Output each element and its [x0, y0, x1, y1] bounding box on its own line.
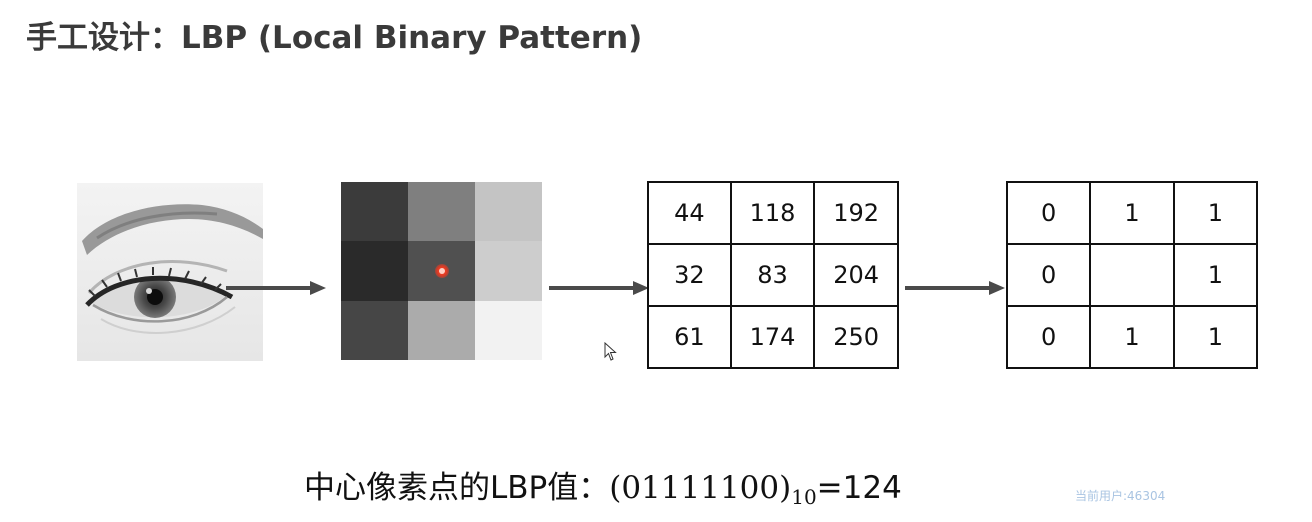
user-watermark: 当前用户:46304 — [1075, 489, 1166, 503]
table-row: 61 174 250 — [647, 305, 899, 369]
pixel-cell — [475, 300, 542, 360]
table-row: 0 1 — [1005, 243, 1259, 307]
table-cell: 1 — [1172, 181, 1259, 245]
pixel-cell — [341, 241, 408, 301]
slide-title: 手工设计：LBP (Local Binary Pattern) — [26, 20, 643, 56]
lbp-formula: 中心像素点的LBP值：(01111100)10=124 — [304, 462, 902, 509]
pixel-cell — [341, 182, 408, 242]
table-cell: 83 — [729, 243, 816, 307]
pixel-cell — [408, 182, 475, 242]
pixel-value-table: 44 118 192 32 83 204 61 174 250 — [647, 181, 899, 369]
table-cell: 1 — [1172, 243, 1259, 307]
table-cell: 118 — [729, 181, 816, 245]
table-cell: 44 — [647, 181, 732, 245]
table-cell: 1 — [1089, 305, 1175, 369]
table-cell — [1089, 243, 1175, 307]
table-cell: 1 — [1089, 181, 1175, 245]
table-cell: 250 — [813, 305, 899, 369]
table-row: 0 1 1 — [1005, 305, 1259, 369]
formula-binary: (01111100) — [609, 470, 792, 506]
formula-label: 中心像素点的LBP值： — [304, 470, 610, 506]
table-cell: 61 — [647, 305, 732, 369]
table-cell: 1 — [1172, 305, 1259, 369]
arrow-icon — [905, 281, 1005, 295]
table-cell: 174 — [729, 305, 816, 369]
pixel-cell — [408, 241, 475, 301]
table-row: 0 1 1 — [1005, 181, 1259, 245]
table-cell: 192 — [813, 181, 899, 245]
table-cell: 204 — [813, 243, 899, 307]
formula-base: 10 — [791, 485, 817, 509]
table-row: 44 118 192 — [647, 181, 899, 245]
eye-illustration — [77, 183, 263, 361]
table-cell: 32 — [647, 243, 732, 307]
formula-result: =124 — [816, 470, 902, 506]
pixel-grid — [341, 182, 542, 360]
table-cell: 0 — [1005, 243, 1092, 307]
center-pixel-marker-icon — [434, 263, 449, 278]
pixel-cell — [475, 182, 542, 242]
table-cell: 0 — [1005, 305, 1092, 369]
arrow-icon — [226, 281, 326, 295]
eye-photo — [77, 183, 263, 361]
pixel-cell — [408, 300, 475, 360]
mouse-cursor-icon — [604, 342, 617, 361]
arrow-icon — [549, 281, 649, 295]
pixel-cell — [475, 241, 542, 301]
binary-pattern-table: 0 1 1 0 1 0 1 1 — [1005, 181, 1259, 369]
table-cell: 0 — [1005, 181, 1092, 245]
table-row: 32 83 204 — [647, 243, 899, 307]
pixel-cell — [341, 300, 408, 360]
